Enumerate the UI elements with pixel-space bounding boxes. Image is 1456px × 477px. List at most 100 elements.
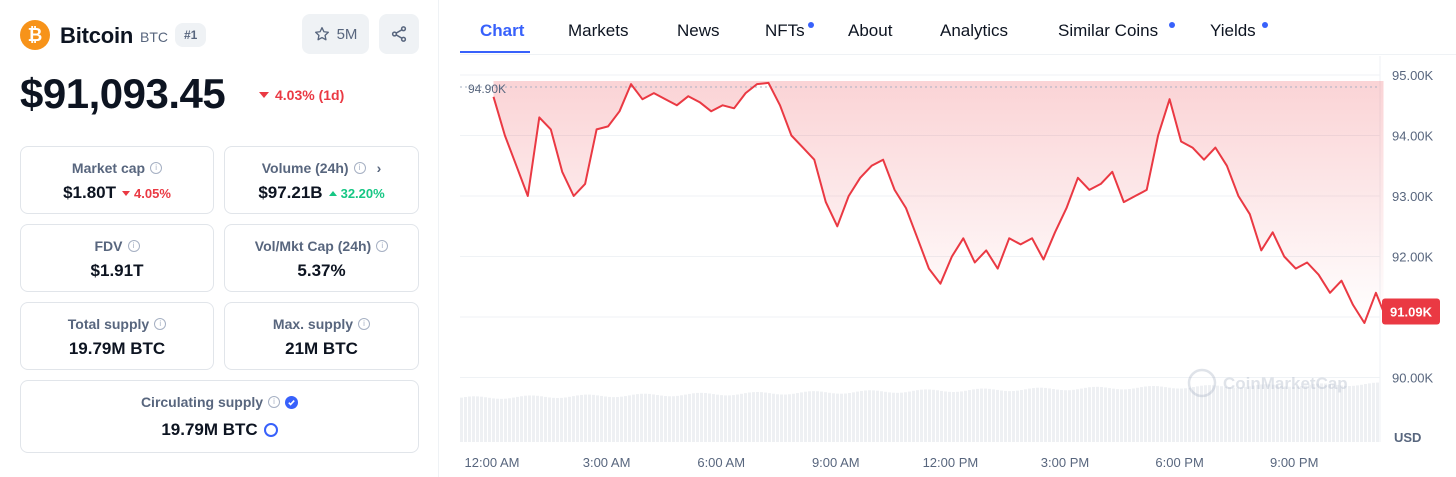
volume-card[interactable]: Volume (24h) i › $97.21B 32.20% xyxy=(224,146,419,214)
current-price-tag-label: 91.09K xyxy=(1390,305,1433,320)
volume-bar xyxy=(1020,390,1023,442)
info-icon[interactable]: i xyxy=(268,396,281,408)
volume-bar xyxy=(1100,387,1103,442)
volume-bar xyxy=(1128,389,1131,442)
tab-yields[interactable]: Yields xyxy=(1210,21,1256,40)
volume-bar xyxy=(696,392,699,442)
volume-bar xyxy=(1276,385,1279,442)
x-tick-label: 12:00 AM xyxy=(465,455,520,470)
volume-bar xyxy=(740,393,743,442)
volume-bar xyxy=(1108,388,1111,442)
volume-bar xyxy=(548,397,551,442)
volume-bar xyxy=(640,393,643,442)
volume-bar xyxy=(1248,386,1251,442)
volume-bar xyxy=(768,393,771,442)
volume-bar xyxy=(1240,387,1243,442)
share-button[interactable] xyxy=(379,14,419,54)
volume-bar xyxy=(836,393,839,442)
price-chart[interactable]: 94.90K 95.00K 94.00K 93.00K 92.00K 90.00K 12… xyxy=(458,56,1456,477)
volume-bar xyxy=(1288,386,1291,442)
volume-bar xyxy=(484,397,487,442)
volume-bar xyxy=(792,393,795,442)
star-icon xyxy=(314,27,329,41)
volume-bar xyxy=(828,392,831,442)
watermark-text: CoinMarketCap xyxy=(1223,374,1348,393)
volume-bar xyxy=(1008,391,1011,442)
tab-nfts-dot xyxy=(808,22,814,28)
volume-bar xyxy=(1172,388,1175,442)
volume-bar xyxy=(1132,388,1135,442)
coin-symbol: BTC xyxy=(140,29,168,45)
volume-bar xyxy=(1376,382,1379,442)
volume-bar xyxy=(908,391,911,442)
volume-bar xyxy=(1296,386,1299,442)
info-icon[interactable]: i xyxy=(376,240,389,252)
volume-bar xyxy=(968,390,971,442)
volume-bar xyxy=(1244,386,1247,442)
volume-bar xyxy=(916,390,919,442)
tab-news[interactable]: News xyxy=(677,21,720,40)
tab-analytics[interactable]: Analytics xyxy=(940,21,1009,40)
max-supply-value: 21M BTC xyxy=(285,339,358,358)
volume-bar xyxy=(1208,385,1211,442)
info-icon[interactable]: i xyxy=(127,240,140,252)
volume-bar xyxy=(684,394,687,442)
volume-bar xyxy=(748,392,751,442)
market-cap-change: 4.05% xyxy=(134,185,171,201)
volume-bar xyxy=(860,390,863,442)
volume-bar xyxy=(616,397,619,442)
info-icon[interactable]: i xyxy=(353,162,366,174)
tab-nfts[interactable]: NFTs xyxy=(765,21,805,40)
volume-bar xyxy=(1160,386,1163,442)
volume-bar xyxy=(1188,387,1191,442)
x-tick-label: 6:00 PM xyxy=(1155,455,1203,470)
info-icon[interactable]: i xyxy=(358,318,371,330)
volume-bar xyxy=(1116,389,1119,442)
volume-bar xyxy=(824,392,827,442)
volume-bar xyxy=(1192,387,1195,442)
volume-bar xyxy=(992,389,995,442)
volume-bar xyxy=(944,391,947,442)
volume-bar xyxy=(756,391,759,442)
volume-bar xyxy=(1112,388,1115,442)
volume-bar xyxy=(816,391,819,442)
vol-mkt-cap-card: Vol/Mkt Cap (24h) i 5.37% xyxy=(224,224,419,292)
chevron-right-icon[interactable]: › xyxy=(376,160,382,176)
watchlist-count: 5M xyxy=(336,25,358,43)
tab-chart[interactable]: Chart xyxy=(480,21,525,40)
volume-bar xyxy=(528,395,531,442)
volume-bar xyxy=(732,395,735,442)
volume-bar xyxy=(472,396,475,442)
tab-markets[interactable]: Markets xyxy=(568,21,629,40)
volume-bar xyxy=(1196,386,1199,442)
volume-change: 32.20% xyxy=(340,185,385,201)
volume-bar xyxy=(500,398,503,442)
volume-bar xyxy=(652,394,655,442)
volume-bar xyxy=(1176,388,1179,442)
svg-text:₿: ₿ xyxy=(28,25,43,45)
volume-bar xyxy=(648,393,651,442)
volume-bar xyxy=(688,393,691,442)
volume-bar xyxy=(928,389,931,442)
volume-bar xyxy=(624,396,627,442)
tab-about[interactable]: About xyxy=(848,21,893,40)
info-icon[interactable]: i xyxy=(154,318,167,330)
info-icon[interactable]: i xyxy=(150,162,163,174)
watchlist-button[interactable]: 5M xyxy=(302,14,369,54)
volume-bar xyxy=(1048,388,1051,442)
volume-bar xyxy=(924,389,927,442)
volume-bar xyxy=(1264,384,1267,442)
volume-bar xyxy=(1148,386,1151,442)
price-chart-svg[interactable]: 94.90K 95.00K 94.00K 93.00K 92.00K 90.00K 12… xyxy=(458,56,1456,477)
x-tick-label: 9:00 AM xyxy=(812,455,860,470)
tab-similar-coins[interactable]: Similar Coins xyxy=(1058,21,1159,40)
volume-bar xyxy=(1364,384,1367,442)
volume-bar xyxy=(1336,384,1339,442)
volume-bar xyxy=(460,397,463,442)
tab-bar: Chart Markets News NFTs About Analytics … xyxy=(460,0,1456,55)
volume-bar xyxy=(888,392,891,442)
volume-bar xyxy=(880,391,883,442)
volume-bar xyxy=(964,390,967,442)
volume-bar xyxy=(712,394,715,442)
volume-bar xyxy=(804,391,807,442)
